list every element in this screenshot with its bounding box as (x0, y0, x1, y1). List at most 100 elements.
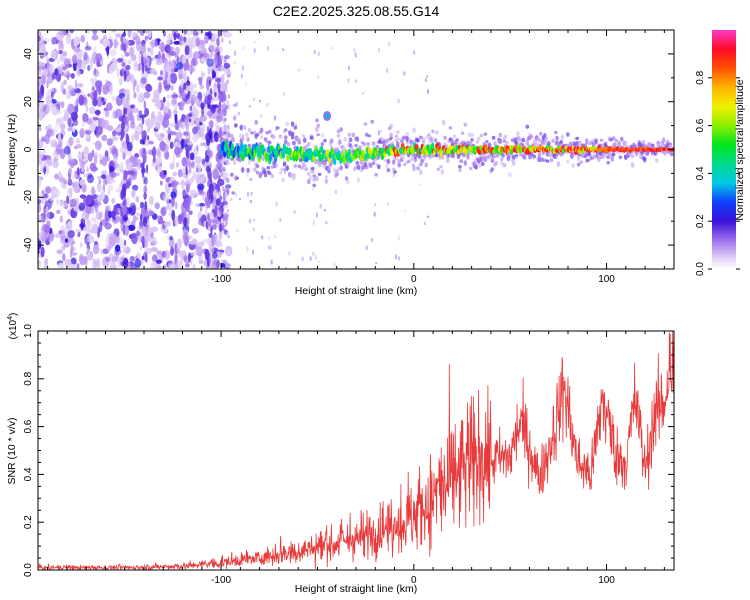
noise-stripe-cell (204, 31, 209, 37)
noise-stripe-cell (185, 58, 189, 63)
noise-cell (39, 62, 46, 67)
faint-speckle (242, 46, 245, 50)
noise-cell (162, 71, 166, 81)
noise-cell (56, 249, 63, 255)
trace-halo-cell (315, 176, 319, 182)
noise-stripe-cell (122, 206, 128, 216)
trace-halo-cell (410, 154, 415, 161)
faint-speckle (252, 98, 255, 101)
noise-cell (111, 95, 117, 102)
faint-speckle (246, 246, 249, 252)
noise-stripe-cell (141, 166, 145, 178)
noise-cell (189, 105, 193, 112)
faint-speckle (234, 114, 237, 117)
trace-halo-cell (544, 135, 548, 142)
noise-cell (192, 264, 196, 269)
noise-cell (175, 161, 180, 168)
noise-cell (189, 43, 196, 49)
noise-cell (56, 117, 64, 126)
noise-cell (39, 212, 47, 223)
noise-cell (68, 136, 74, 147)
noise-stripe-cell (207, 257, 210, 267)
noise-cell (172, 109, 178, 115)
noise-cell (67, 230, 75, 238)
noise-cell (46, 164, 49, 176)
trace-halo-cell (394, 138, 399, 142)
noise-stripe-cell (141, 236, 145, 244)
noise-cell (201, 70, 204, 79)
noise-cell (52, 142, 58, 147)
noise-cell (162, 117, 170, 128)
trace-halo-cell (547, 140, 551, 147)
noise-cell (75, 64, 81, 71)
noise-cell (72, 173, 77, 180)
noise-cell (92, 163, 97, 173)
trace-halo-cell (362, 142, 366, 147)
trace-halo-cell (304, 167, 308, 172)
noise-cell (200, 102, 205, 110)
faint-speckle (293, 210, 296, 214)
noise-cell (56, 73, 62, 83)
noise-cell (38, 40, 46, 51)
noise-stripe-cell (121, 62, 126, 67)
trace-halo-cell (532, 154, 536, 159)
faint-speckle (260, 114, 263, 118)
noise-cell (143, 30, 151, 34)
noise-cell (110, 260, 116, 269)
trace-halo-cell (436, 167, 441, 171)
trace-halo-cell (460, 131, 465, 135)
noise-cell (163, 264, 167, 269)
trace-halo-cell (278, 171, 283, 175)
noise-cell (158, 81, 163, 94)
noise-stripe-cell (146, 164, 149, 174)
faint-speckle (288, 251, 291, 256)
trace-halo-cell (466, 154, 470, 160)
trace-halo-cell (462, 152, 466, 158)
noise-stripe-cell (124, 52, 130, 57)
trace-halo-cell (292, 140, 296, 146)
noise-stripe-cell (217, 180, 221, 190)
trace-halo-cell (428, 155, 433, 160)
colorbar-tick-label: 0.6 (695, 118, 706, 132)
noise-cell (107, 184, 114, 192)
trace-halo-cell (397, 159, 402, 165)
noise-cell (63, 70, 69, 76)
noise-cell (104, 109, 110, 118)
noise-stripe-cell (186, 149, 190, 160)
noise-cell (109, 84, 113, 96)
faint-speckle (234, 50, 237, 56)
trace-halo-cell (470, 132, 474, 138)
faint-speckle (247, 192, 249, 197)
noise-stripe-cell (185, 94, 190, 100)
trace-halo-cell (593, 154, 597, 159)
noise-cell (133, 63, 139, 72)
noise-cell (84, 130, 92, 135)
noise-cell (40, 246, 45, 258)
noise-cell (97, 175, 102, 180)
trace-halo-cell (479, 133, 484, 138)
noise-cell (44, 257, 48, 266)
trace-halo-cell (312, 174, 317, 178)
noise-cell (76, 144, 82, 149)
noise-cell (116, 68, 120, 78)
noise-cell (58, 40, 64, 53)
noise-cell (80, 220, 84, 231)
trace-halo-cell (246, 167, 250, 173)
trace-halo-cell (606, 160, 611, 165)
trace-halo-cell (539, 131, 543, 136)
faint-speckle (386, 68, 389, 73)
trace-halo-cell (338, 138, 342, 145)
trace-halo-cell (290, 134, 295, 140)
trace-halo-cell (386, 158, 391, 163)
noise-cell (66, 90, 72, 100)
noise-cell (138, 226, 143, 230)
faint-speckle (378, 48, 380, 53)
noise-stripe-cell (211, 68, 214, 80)
faint-speckle (225, 192, 228, 196)
noise-cell (105, 243, 113, 250)
y-tick-label: 0.4 (23, 467, 34, 481)
y-tick-label: 0.8 (23, 371, 34, 385)
noise-cell (134, 34, 139, 40)
noise-stripe-cell (211, 234, 215, 247)
trace-halo-cell (355, 136, 360, 142)
